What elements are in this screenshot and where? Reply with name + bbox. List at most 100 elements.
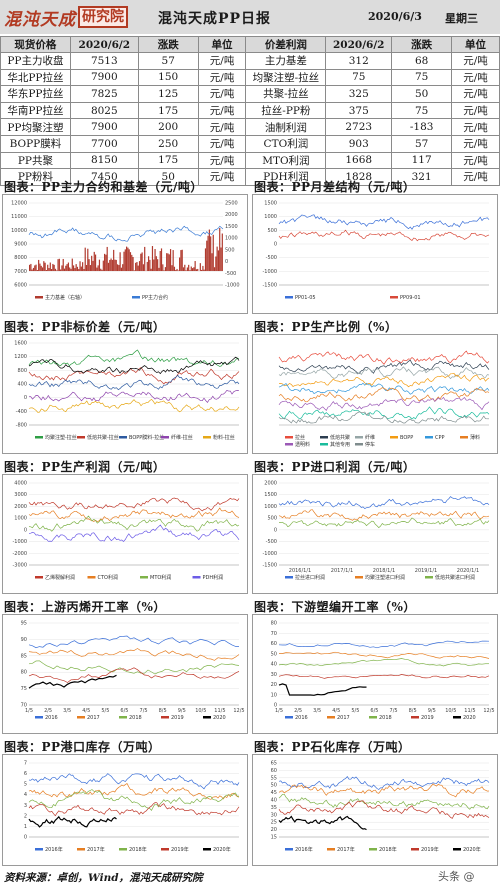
series-line: [278, 815, 367, 831]
basis-bar: [162, 264, 164, 271]
basis-bar: [136, 261, 138, 271]
basis-bar: [189, 270, 191, 271]
x-tick-label: 3/5: [63, 708, 71, 714]
table-cell: 50: [391, 85, 453, 103]
y-tick-label: 40: [271, 662, 277, 668]
chart-title-month-spread: 图表：PP月差结构（元/吨）: [254, 180, 416, 194]
legend-label: 2019年: [421, 846, 439, 853]
y-tick-label: 2000: [264, 481, 277, 487]
y-tick-label: 20: [271, 827, 277, 833]
basis-bar: [82, 262, 84, 271]
legend-label: 2016年: [45, 846, 63, 853]
legend-swatch: [140, 576, 148, 579]
y-tick-label: 12000: [11, 201, 27, 207]
basis-bar: [113, 249, 115, 271]
table-cell: 元/吨: [197, 101, 247, 120]
legend-label: 停车: [365, 441, 375, 448]
basis-bar: [144, 246, 146, 271]
x-tick-label: 9/5: [178, 708, 186, 714]
table-cell: 1668: [325, 151, 393, 170]
legend-label: 均聚注塑-拉丝: [45, 434, 77, 441]
legend-label: BOPP膜料-拉丝: [129, 434, 164, 441]
basis-bar: [43, 261, 45, 271]
y-tick-label: 50: [271, 651, 277, 657]
y-tick-label-right: 1500: [225, 224, 238, 230]
legend-swatch: [119, 848, 127, 851]
y-tick-label-right: 0: [225, 259, 228, 265]
chart-port-inventory: 7 6 5 4 3 2 1 0 2016年 2017年 2018年 2019年 2020年: [2, 754, 248, 866]
basis-bar: [75, 264, 77, 271]
y-tick-label-right: 500: [225, 247, 235, 253]
chart-svg: 4000 3000 2000 1000 0 -1000 -2000 -3000 乙烯裂解利润 CT…: [12, 481, 240, 581]
col-header: 单位: [197, 36, 247, 53]
basis-bar: [92, 260, 94, 271]
series-line: [28, 648, 240, 661]
table-cell: 57: [137, 52, 199, 70]
y-tick-label: -1000: [12, 539, 27, 545]
series-line: [278, 372, 490, 388]
chart-nonstandard-spread: 1600 1200 800 400 0 -400 -800 均聚注塑-拉丝 低熔共聚-拉丝 BOP…: [2, 334, 248, 454]
legend-swatch: [35, 436, 43, 439]
legend-label: 2017: [87, 715, 100, 721]
table-cell: 华东PP拉丝: [0, 85, 71, 103]
basis-bar: [53, 264, 55, 271]
table-cell: 200: [137, 118, 199, 136]
table-cell: 7900: [69, 68, 139, 87]
chart-svg: 2000 1500 1000 500 0 -500 -1000 -1500 2016/1/1 20…: [262, 481, 490, 581]
series-line: [28, 356, 240, 375]
basis-bar: [63, 268, 66, 271]
table-cell: -183: [391, 118, 453, 136]
report-weekday: 星期三: [445, 12, 478, 25]
table-cell: 拉丝-PP粉: [245, 101, 327, 120]
watermark: 头条 @: [438, 870, 475, 883]
table-cell: 元/吨: [451, 151, 500, 170]
chart-svg: 95 90 85 80 75 701/5 2/5 3/5 4/5 5/5 6/5 7/5 8/5 9/5 1…: [21, 621, 245, 722]
series-line: [278, 776, 490, 790]
basis-bar: [76, 266, 79, 271]
legend-label: 2016年: [295, 846, 313, 853]
basis-bar: [166, 253, 168, 271]
basis-bar: [133, 270, 135, 271]
basis-bar: [62, 258, 64, 271]
series-line: [278, 658, 489, 667]
basis-bar: [221, 233, 223, 271]
chart-title-petrochem-inventory: 图表：PP石化库存（万吨）: [254, 740, 411, 754]
y-tick-label: 80: [271, 621, 277, 627]
legend-swatch: [327, 848, 335, 851]
basis-bar: [180, 250, 182, 271]
basis-bar: [40, 265, 42, 271]
col-header: 涨跌: [137, 36, 199, 53]
legend-swatch: [285, 436, 293, 439]
legend-swatch: [355, 576, 363, 579]
table-cell: 元/吨: [197, 118, 247, 136]
y-tick-label: 6000: [14, 283, 27, 289]
basis-bar: [142, 264, 145, 271]
series-line: [28, 515, 240, 532]
basis-bar: [65, 265, 67, 271]
chart-svg: 80 70 60 50 40 30 20 10 01/5 2/5 3/5 4/5 5/5 6/5 7/5 8/…: [271, 621, 495, 722]
table-cell: 250: [137, 134, 199, 153]
basis-bar: [217, 250, 220, 271]
legend-swatch: [355, 443, 363, 446]
y-tick-label: 85: [21, 653, 27, 659]
x-tick-label: 4/5: [82, 708, 90, 714]
basis-bar: [31, 269, 33, 271]
legend-swatch: [285, 296, 293, 299]
x-tick-label: 2016/1/1: [289, 568, 311, 574]
table-row: PP粉料 7450 50 元/吨 PDH利润 1828 321 元/吨: [0, 168, 500, 186]
basis-bar: [34, 265, 36, 271]
y-tick-label: 500: [267, 516, 277, 522]
y-tick-label: 2000: [14, 504, 27, 510]
legend-swatch: [285, 443, 293, 446]
legend-swatch: [320, 436, 328, 439]
series-line: [28, 815, 117, 828]
basis-bar: [191, 268, 194, 271]
legend-label: 2017年: [337, 846, 355, 853]
legend-label: 拉丝进口利润: [295, 574, 325, 581]
basis-bar: [87, 248, 89, 271]
legend-label: 2017年: [87, 846, 105, 853]
basis-bar: [41, 267, 44, 271]
basis-bar: [123, 251, 125, 271]
table-cell: PP粉料: [0, 168, 71, 186]
